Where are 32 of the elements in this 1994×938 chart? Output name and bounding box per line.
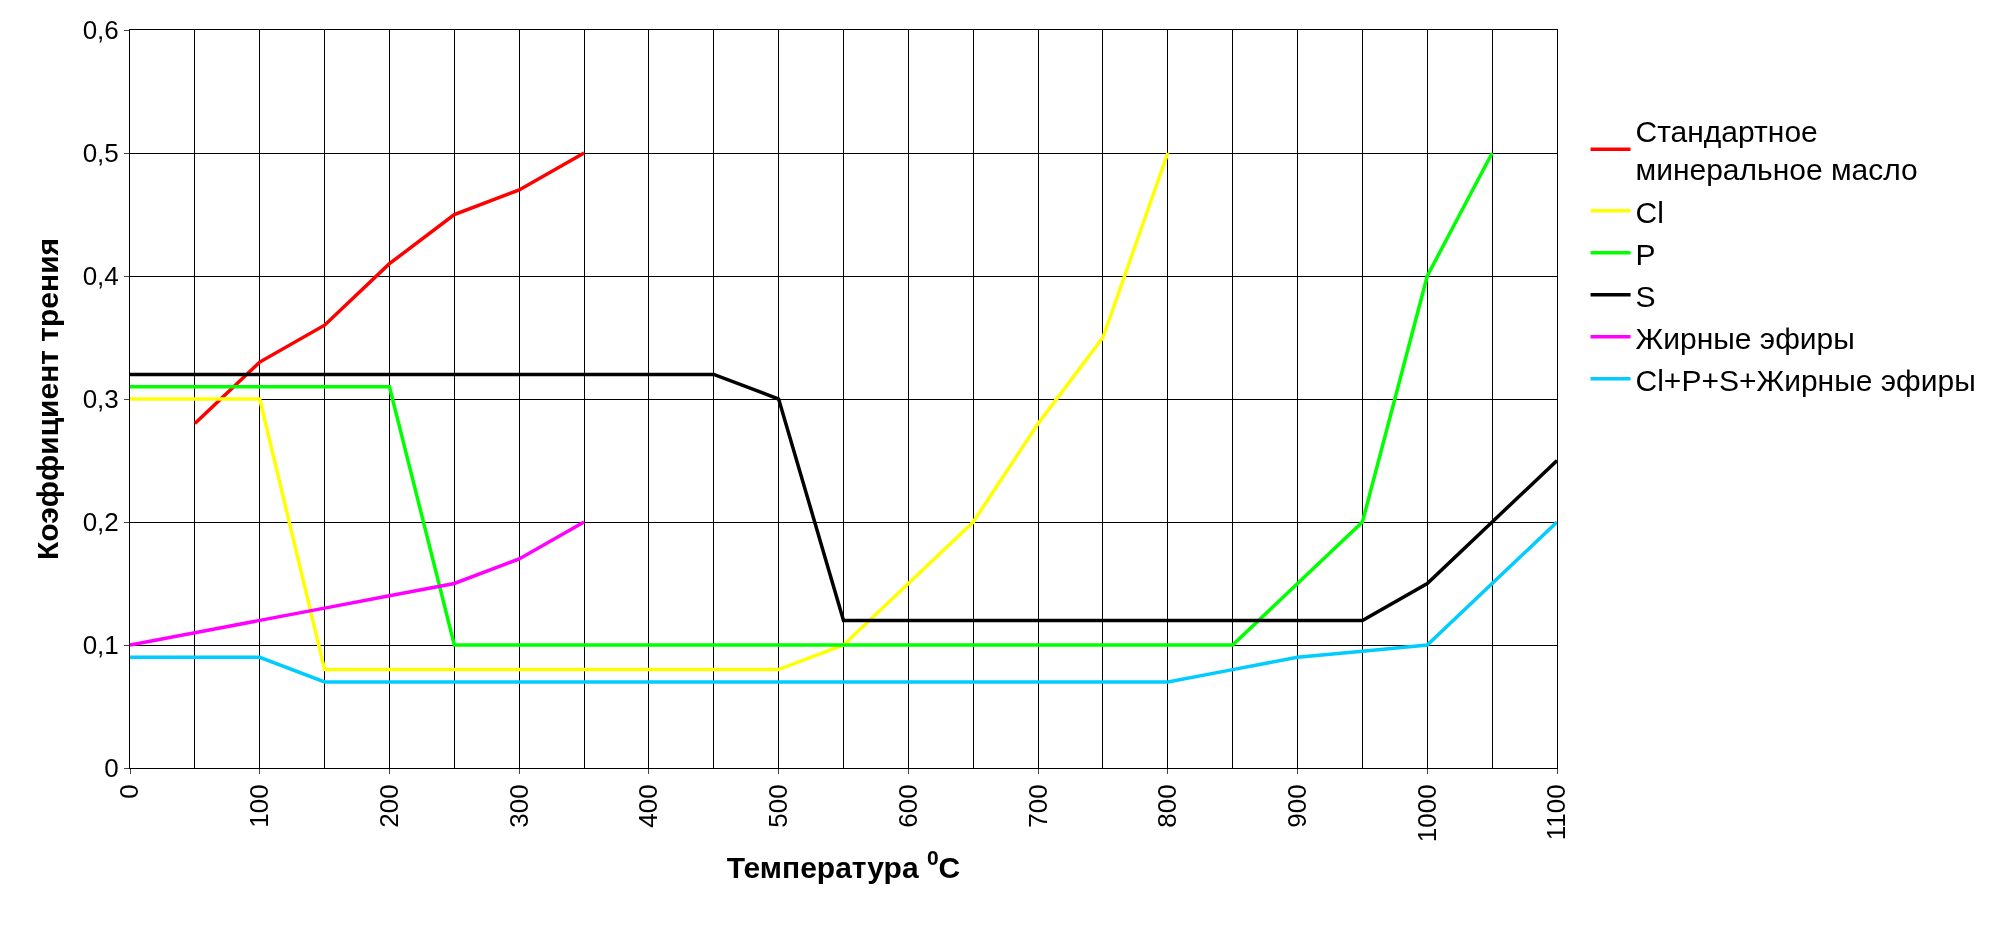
- x-tick-label: 1000: [1411, 784, 1442, 843]
- x-axis-title: Температура $^{0}$C: [726, 846, 961, 884]
- line-series: [130, 520, 586, 647]
- line-series: [130, 151, 1170, 672]
- x-tick-label: 100: [244, 784, 275, 828]
- x-tick-label: 600: [892, 784, 923, 828]
- line-series: [193, 151, 586, 426]
- x-tick-label: 200: [373, 784, 404, 828]
- y-tick-label: 0,2: [82, 507, 119, 538]
- x-tick-label: 400: [633, 784, 664, 828]
- x-tick-label: 300: [503, 784, 534, 828]
- legend-label: Жирные эфиры: [1635, 321, 1855, 355]
- y-tick-label: 0,1: [82, 630, 119, 661]
- legend-label: Cl: [1635, 195, 1664, 229]
- y-tick-label: 0,6: [82, 15, 119, 46]
- y-tick-label: 0,5: [82, 138, 119, 169]
- y-tick-label: 0,3: [82, 384, 119, 415]
- line-series: [130, 520, 1557, 684]
- x-tick-label: 900: [1282, 784, 1312, 828]
- legend-label: S: [1635, 279, 1656, 313]
- x-tick-label: 1100: [1541, 784, 1572, 841]
- y-tick-label: 0,4: [82, 261, 119, 292]
- y-axis-title: Коэффициент трения: [30, 237, 64, 561]
- legend-label: P: [1635, 237, 1656, 271]
- x-tick-label: 0: [114, 784, 145, 799]
- x-tick-label: 700: [1022, 784, 1053, 828]
- legend-label: Стандартное минеральное масло: [1635, 114, 1918, 187]
- line-series: [130, 151, 1494, 647]
- legend-label: Cl+P+S+Жирные эфиры: [1635, 363, 1976, 397]
- x-tick-label: 500: [763, 784, 794, 828]
- y-tick-label: 0: [104, 753, 119, 784]
- x-tick-label: 800: [1152, 784, 1183, 828]
